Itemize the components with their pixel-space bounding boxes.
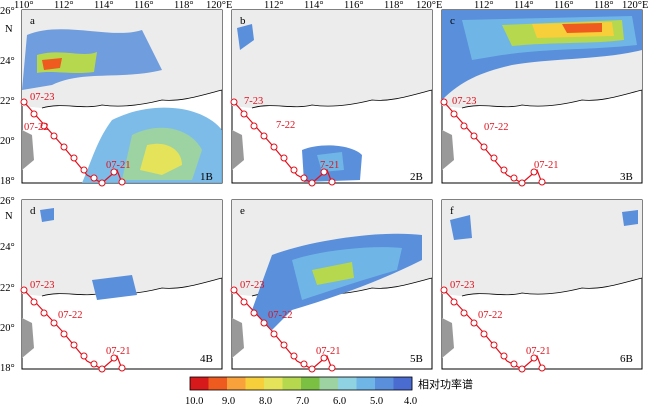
- colorbar-swatch: [264, 377, 283, 390]
- lon-tick-112: 112°: [54, 0, 74, 11]
- colorbar-swatch: [245, 377, 265, 390]
- colorbar-swatch: [227, 377, 246, 390]
- lon-tick-c-118: 118°: [594, 0, 614, 11]
- colorbar-swatch: [338, 377, 357, 390]
- date-label-b-3: 7-21: [320, 160, 339, 171]
- map-panel-f: f 6B 07-23 07-22 07-21: [440, 199, 643, 373]
- north-label-top: N: [5, 24, 13, 35]
- colorbar-swatch: [190, 377, 209, 390]
- colorbar-label-5: 6.0: [333, 396, 346, 407]
- lat-tick-bot-22: 22°: [0, 283, 15, 294]
- lat-tick-top-24: 24°: [0, 56, 15, 67]
- date-label-c-3: 07-21: [534, 160, 559, 171]
- date-label-c-1: 07-23: [452, 96, 477, 107]
- colorbar-swatch: [282, 377, 302, 390]
- colorbar-label-6: 5.0: [370, 396, 383, 407]
- lon-tick-b-120: 120°E: [416, 0, 442, 11]
- date-label-d-2: 07-22: [58, 310, 83, 321]
- panel-band-f: 6B: [620, 353, 633, 365]
- map-panel-e: e 5B 07-23 07-22 07-21: [230, 199, 433, 373]
- lon-tick-116: 116°: [134, 0, 154, 11]
- date-label-f-2: 07-22: [478, 310, 503, 321]
- date-label-a-2: 07-22: [24, 122, 49, 133]
- date-label-f-1: 07-23: [450, 280, 475, 291]
- north-label-bottom: N: [5, 211, 13, 222]
- panel-band-c: 3B: [620, 171, 633, 183]
- colorbar-label-2: 9.0: [222, 396, 235, 407]
- colorbar-swatches: [190, 377, 413, 390]
- date-label-e-1: 07-23: [240, 280, 265, 291]
- lon-tick-c-120: 120°E: [622, 0, 648, 11]
- date-label-a-1: 07-23: [30, 92, 55, 103]
- lat-tick-bot-20: 20°: [0, 323, 15, 334]
- lon-tick-c-114: 114°: [514, 0, 534, 11]
- colorbar-label-4: 7.0: [296, 396, 309, 407]
- lat-tick-top-22: 22°: [0, 96, 15, 107]
- colorbar-label-1: 10.0: [185, 396, 203, 407]
- date-label-f-3: 07-21: [526, 346, 551, 357]
- panel-band-a: 1B: [200, 171, 213, 183]
- colorbar-swatch: [301, 377, 320, 390]
- lon-tick-c-116: 116°: [554, 0, 574, 11]
- colorbar-swatch: [208, 377, 228, 390]
- date-label-b-2: 7-22: [276, 120, 295, 131]
- lon-tick-b-118: 118°: [384, 0, 404, 11]
- panel-letter-d: d: [30, 205, 36, 217]
- lat-tick-bot-26: 26°: [0, 196, 15, 207]
- date-label-d-1: 07-23: [30, 280, 55, 291]
- lat-tick-top-26: 26°: [0, 6, 15, 17]
- date-label-a-3: 07-21: [106, 160, 131, 171]
- colorbar-title: 相对功率谱: [418, 377, 473, 391]
- map-panel-a: a 1B 07-23 07-22 07-21: [20, 9, 223, 187]
- map-panel-c: c 3B 07-23 07-22 07-21: [440, 9, 643, 187]
- colorbar-swatch: [393, 377, 413, 390]
- colorbar-swatch: [319, 377, 339, 390]
- lon-tick-114: 114°: [94, 0, 114, 11]
- lon-tick-c-112: 112°: [474, 0, 494, 11]
- lon-tick-110: 110°: [14, 0, 34, 11]
- colorbar: 10.0 9.0 8.0 7.0 6.0 5.0 4.0 相对功率谱: [185, 376, 473, 407]
- map-panel-d: d 4B 07-23 07-22 07-21: [20, 199, 223, 373]
- lon-tick-b-116: 116°: [344, 0, 364, 11]
- panel-letter-e: e: [240, 205, 245, 217]
- lon-tick-120: 120°E: [206, 0, 232, 11]
- lat-tick-top-18: 18°: [0, 176, 15, 187]
- date-label-c-2: 07-22: [484, 122, 509, 133]
- longitude-ticks: 110° 112° 114° 116° 118° 120°E 112° 114°…: [14, 0, 648, 11]
- colorbar-swatch: [356, 377, 376, 390]
- panel-letter-c: c: [450, 15, 455, 27]
- colorbar-label-3: 8.0: [259, 396, 272, 407]
- panel-band-d: 4B: [200, 353, 213, 365]
- panel-band-b: 2B: [410, 171, 423, 183]
- date-label-e-2: 07-22: [268, 310, 293, 321]
- panel-letter-a: a: [30, 15, 35, 27]
- lon-tick-b-114: 114°: [304, 0, 324, 11]
- date-label-d-3: 07-21: [106, 346, 131, 357]
- panel-letter-f: f: [450, 205, 454, 217]
- colorbar-label-7: 4.0: [404, 396, 417, 407]
- lat-tick-top-20: 20°: [0, 136, 15, 147]
- lon-tick-118: 118°: [174, 0, 194, 11]
- lon-tick-b-112: 112°: [264, 0, 284, 11]
- date-label-e-3: 07-21: [316, 346, 341, 357]
- latitude-ticks: 26° N 24° 22° 20° 18° 26° N 24° 22° 20° …: [0, 6, 15, 374]
- map-panel-b: b 2B 7-23 7-22 7-21: [230, 9, 433, 187]
- colorbar-border: [189, 376, 413, 391]
- panel-letter-b: b: [240, 15, 246, 27]
- panel-band-e: 5B: [410, 353, 423, 365]
- date-label-b-1: 7-23: [244, 96, 263, 107]
- lat-tick-bot-24: 24°: [0, 242, 15, 253]
- lat-tick-bot-18: 18°: [0, 363, 15, 374]
- colorbar-swatch: [375, 377, 394, 390]
